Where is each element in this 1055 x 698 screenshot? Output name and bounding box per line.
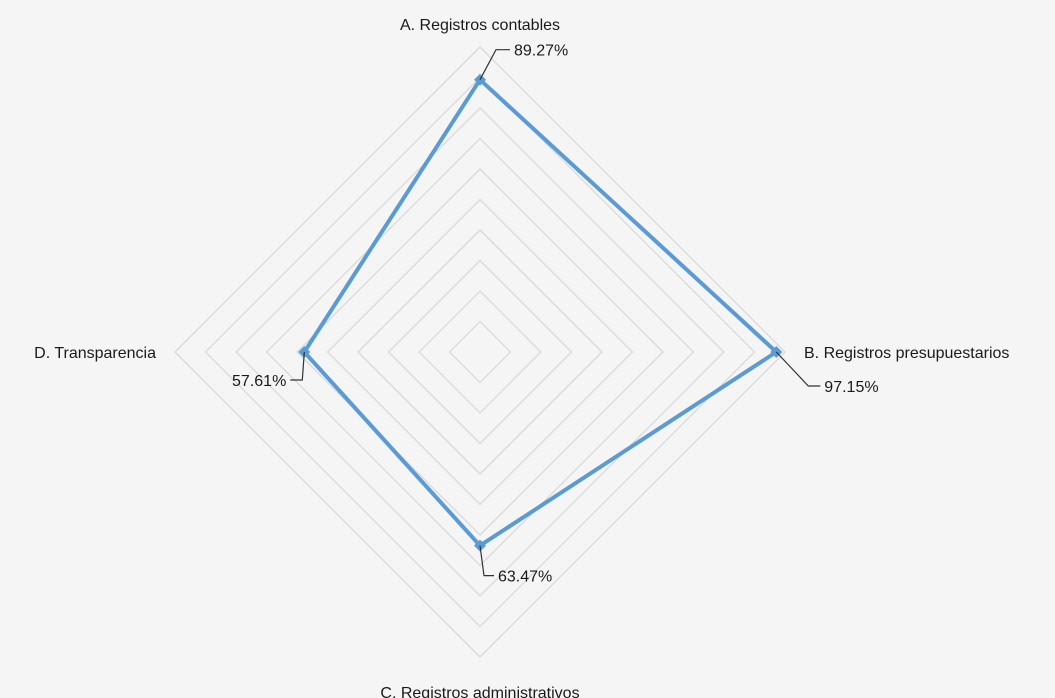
grid-ring (296, 168, 664, 536)
series-group (302, 77, 779, 548)
grid-ring (174, 46, 786, 658)
grid-ring (387, 259, 573, 445)
data-label-c: 63.47% (498, 569, 552, 586)
series-markers (298, 73, 783, 552)
leader-line-b (775, 351, 821, 387)
leader-line-a (479, 49, 510, 80)
leader-line-c (479, 545, 494, 577)
axis-label-b: B. Registros presupuestarios (804, 345, 1009, 362)
data-label-a: 89.27% (514, 43, 568, 60)
grid-ring (448, 320, 512, 384)
grid-rings (174, 46, 786, 658)
grid-ring (204, 76, 756, 628)
grid-ring (357, 229, 603, 475)
grid-ring (326, 198, 634, 506)
grid-ring (418, 290, 542, 414)
axis-label-d: D. Transparencia (34, 345, 156, 362)
data-label-d: 57.61% (232, 373, 286, 390)
grid-ring (265, 137, 695, 567)
data-label-leaders (290, 49, 821, 577)
axis-label-c: C. Registros administrativos (380, 685, 579, 698)
grid-ring (235, 107, 725, 597)
axis-label-a: A. Registros contables (400, 17, 560, 34)
leader-line-d (290, 351, 305, 381)
series-line (302, 77, 779, 548)
series-marker-c (474, 539, 486, 552)
series-marker-a (474, 73, 486, 86)
data-label-b: 97.15% (824, 379, 878, 396)
